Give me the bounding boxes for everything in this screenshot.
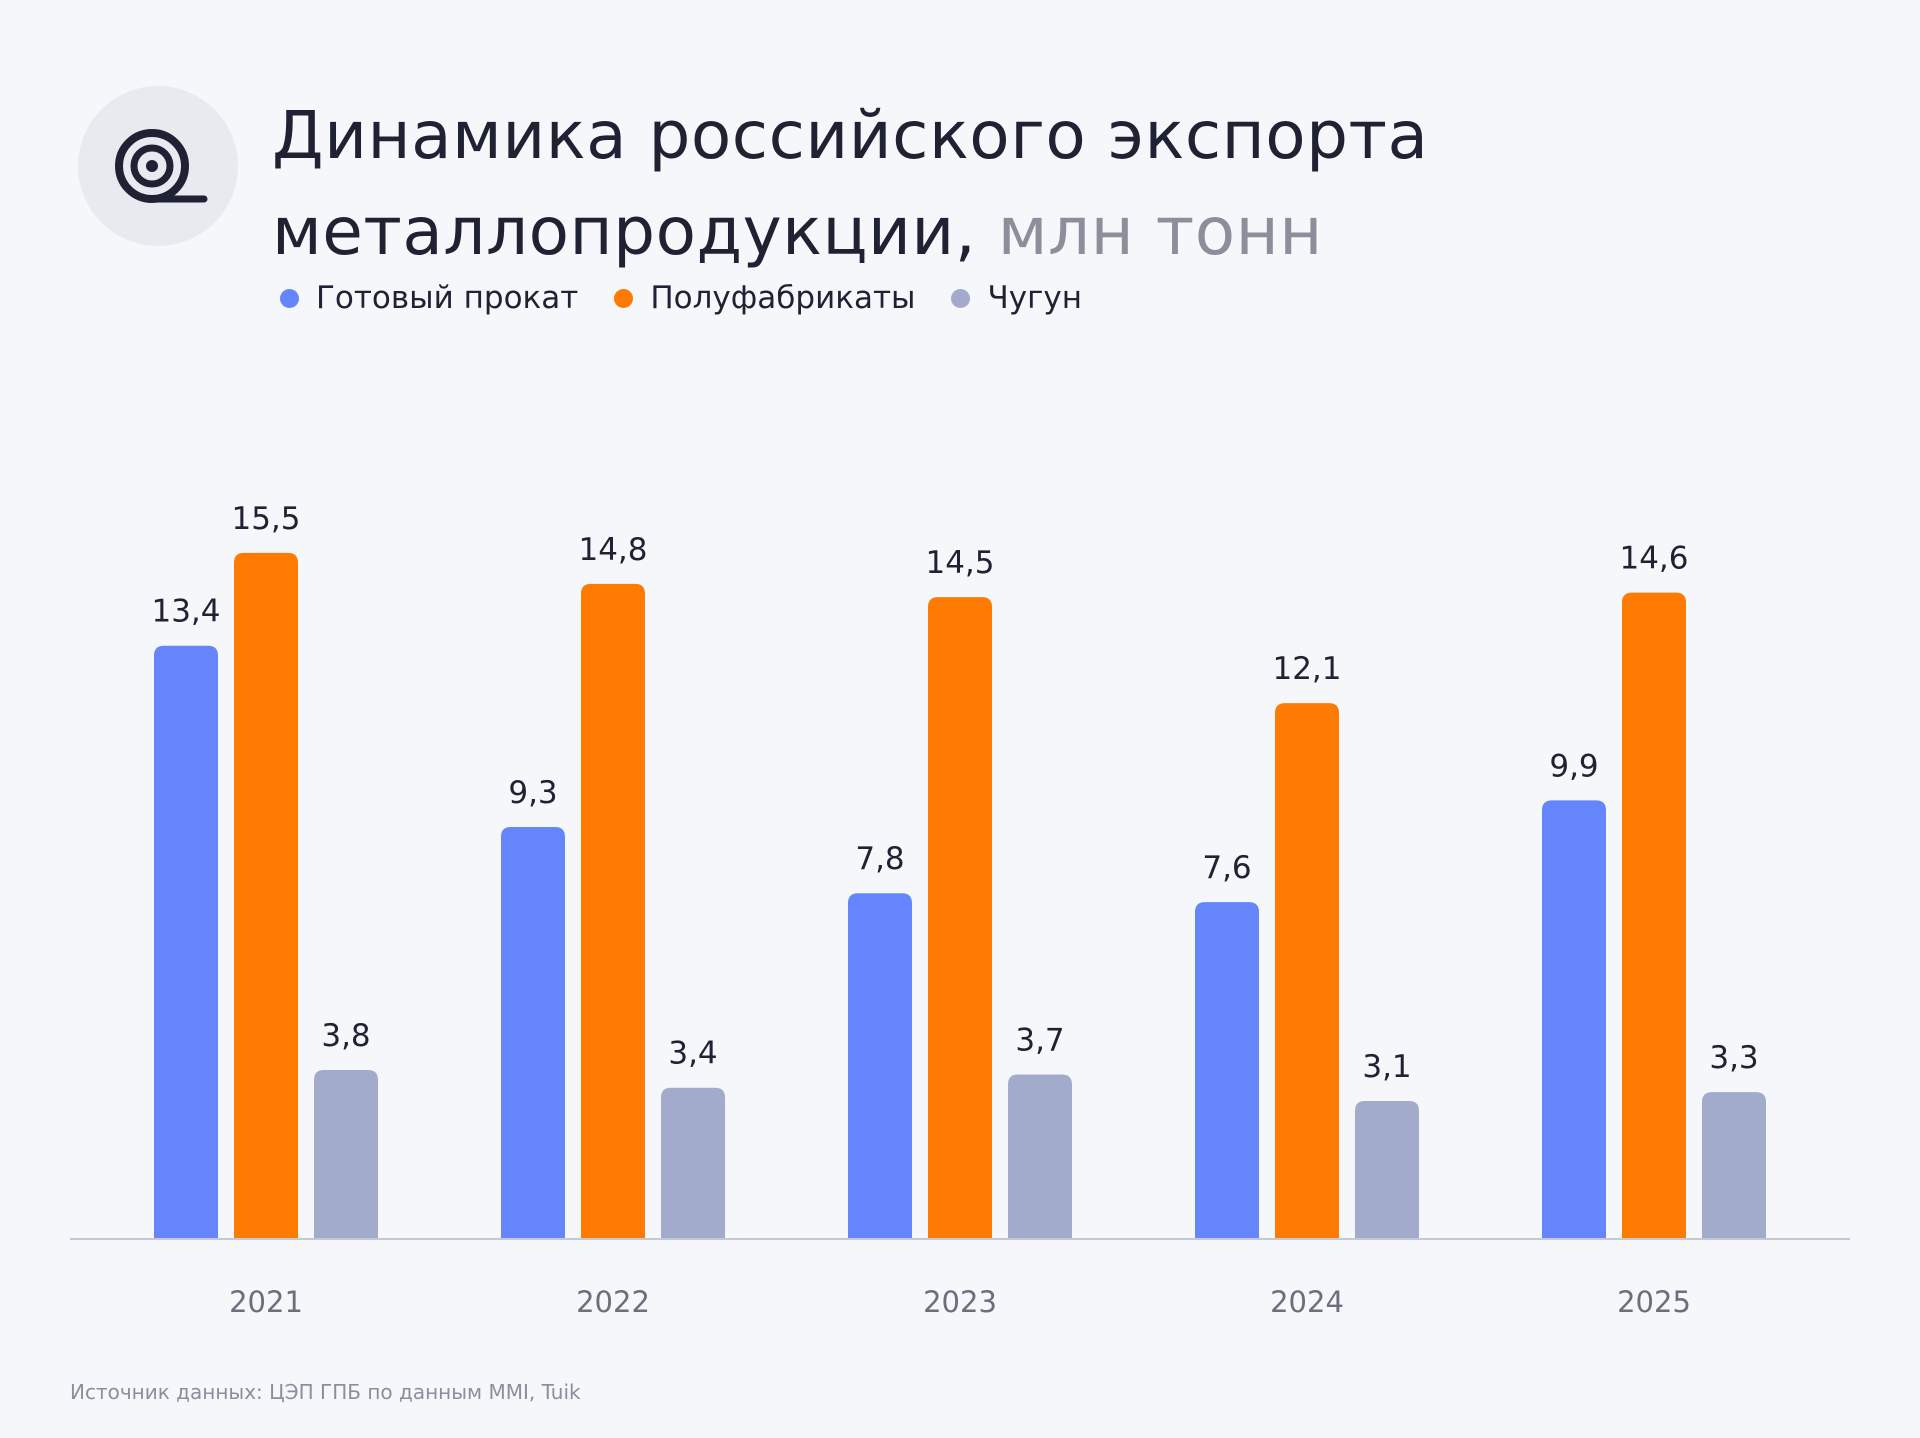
- bar-pig-iron-2023: [1008, 1074, 1072, 1238]
- value-label-semi-finished-2025: 14,6: [1619, 541, 1688, 577]
- source-note: Источник данных: ЦЭП ГПБ по данным MMI, …: [70, 1380, 581, 1404]
- metal-roll-icon: [115, 129, 208, 203]
- bar-semi-finished-2023: [928, 597, 992, 1238]
- bar-finished-rolled-2024: [1195, 902, 1259, 1238]
- bar-finished-rolled-2025: [1542, 800, 1606, 1238]
- legend: Готовый прокат Полуфабрикаты Чугун: [280, 280, 1118, 316]
- legend-item-semi-finished: Полуфабрикаты: [614, 280, 915, 316]
- legend-item-finished-rolled: Готовый прокат: [280, 280, 578, 316]
- value-label-semi-finished-2023: 14,5: [925, 545, 994, 581]
- legend-marker-semi-finished: [614, 288, 634, 308]
- bar-pig-iron-2021: [314, 1070, 378, 1238]
- bar-pig-iron-2024: [1355, 1100, 1419, 1238]
- x-tick-label-2021: 2021: [229, 1285, 303, 1319]
- chart-title-text: Динамика российского экспорта металлопро…: [272, 97, 1429, 270]
- legend-item-pig-iron: Чугун: [951, 280, 1082, 316]
- value-label-pig-iron-2022: 3,4: [668, 1036, 717, 1072]
- value-label-pig-iron-2024: 3,1: [1362, 1049, 1411, 1085]
- value-label-semi-finished-2024: 12,1: [1272, 651, 1341, 687]
- bar-semi-finished-2021: [234, 552, 298, 1238]
- value-label-finished-rolled-2023: 7,8: [855, 841, 904, 877]
- value-label-pig-iron-2023: 3,7: [1015, 1022, 1064, 1058]
- legend-label-pig-iron: Чугун: [987, 280, 1082, 316]
- value-label-finished-rolled-2021: 13,4: [151, 594, 220, 630]
- value-label-pig-iron-2021: 3,8: [321, 1018, 370, 1054]
- chart-title-unit: млн тонн: [997, 193, 1323, 270]
- bar-pig-iron-2025: [1702, 1092, 1766, 1238]
- value-label-finished-rolled-2022: 9,3: [508, 775, 557, 811]
- value-label-semi-finished-2022: 14,8: [578, 532, 647, 568]
- legend-marker-finished-rolled: [280, 288, 299, 308]
- bar-finished-rolled-2023: [848, 893, 912, 1238]
- value-label-finished-rolled-2025: 9,9: [1549, 748, 1598, 784]
- bar-semi-finished-2022: [581, 583, 645, 1238]
- x-tick-label-2025: 2025: [1617, 1285, 1691, 1319]
- header-icon-badge: [78, 86, 238, 246]
- value-label-semi-finished-2021: 15,5: [231, 501, 300, 537]
- x-tick-label-2023: 2023: [923, 1285, 997, 1319]
- value-label-finished-rolled-2024: 7,6: [1202, 850, 1251, 886]
- bar-pig-iron-2022: [661, 1087, 725, 1238]
- legend-marker-pig-iron: [951, 288, 971, 308]
- bar-semi-finished-2025: [1622, 592, 1686, 1238]
- x-tick-label-2022: 2022: [576, 1285, 650, 1319]
- legend-label-semi-finished: Полуфабрикаты: [650, 280, 916, 316]
- chart-title: Динамика российского экспорта металлопро…: [272, 88, 1772, 280]
- value-label-pig-iron-2025: 3,3: [1709, 1040, 1758, 1076]
- bar-semi-finished-2024: [1275, 703, 1339, 1238]
- x-tick-label-2024: 2024: [1270, 1285, 1344, 1319]
- bar-finished-rolled-2022: [501, 826, 565, 1238]
- bar-finished-rolled-2021: [154, 645, 218, 1238]
- legend-label-finished-rolled: Готовый прокат: [316, 280, 579, 316]
